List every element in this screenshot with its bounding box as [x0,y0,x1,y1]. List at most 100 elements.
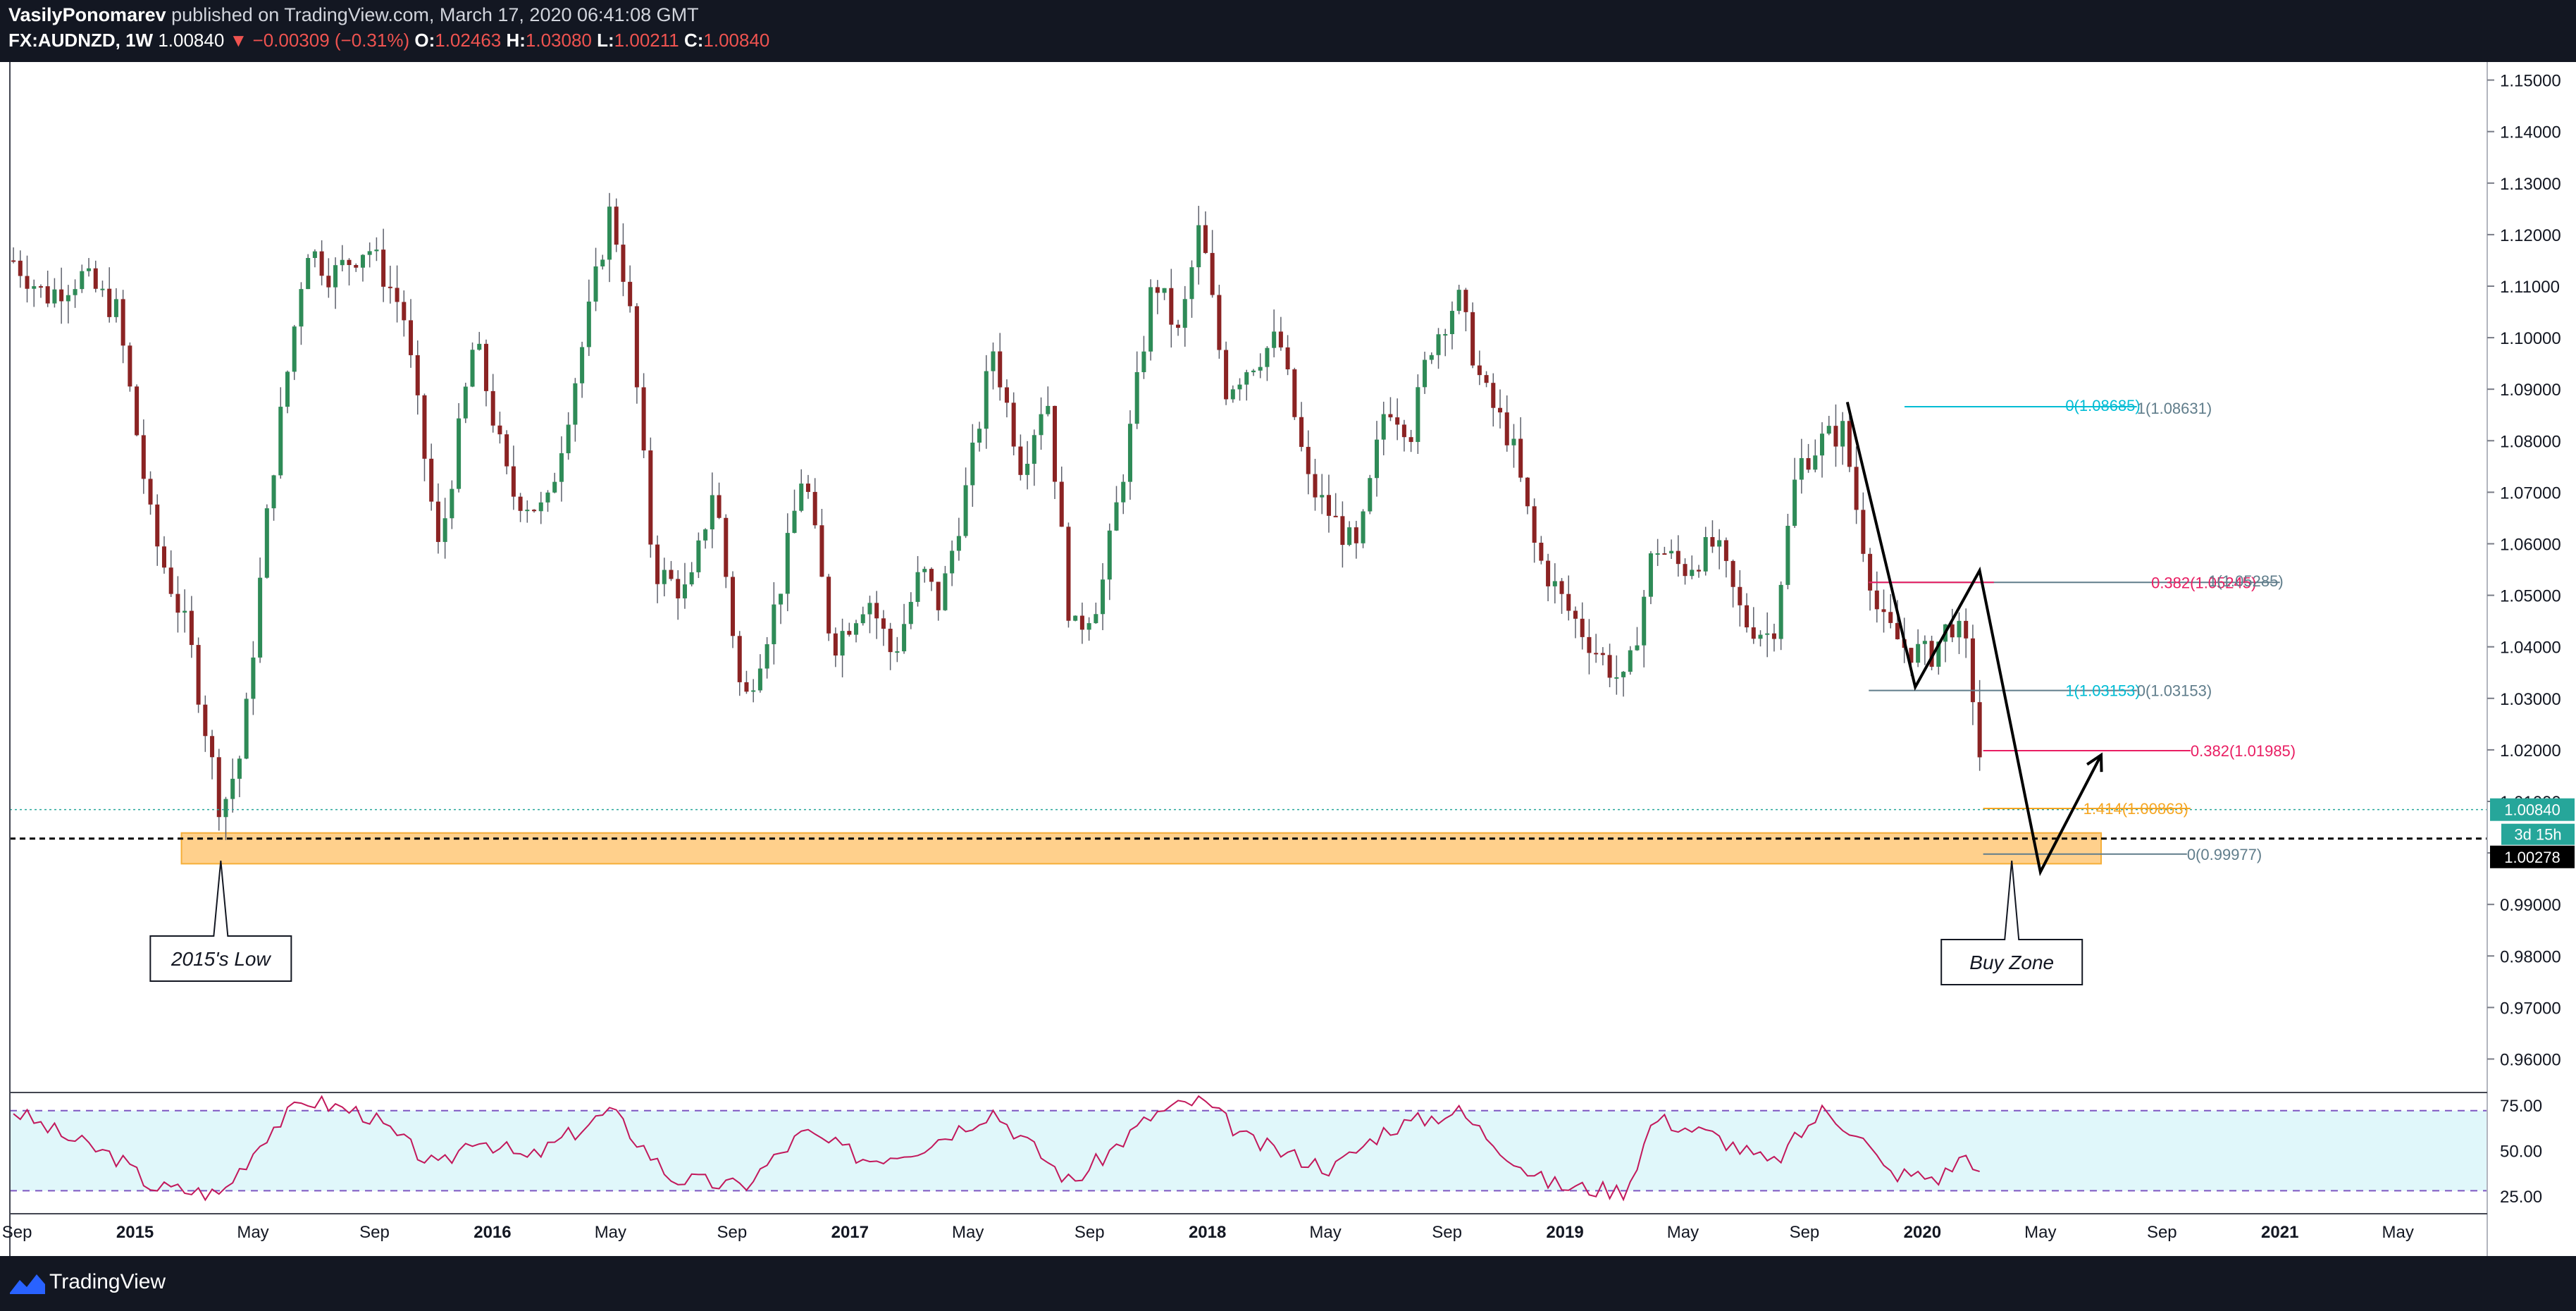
candle-down [1313,474,1318,498]
price-tick-label: 0.99000 [2500,896,2561,915]
candle-down [354,265,359,268]
candle-up [1416,387,1420,443]
candle-up [285,371,290,407]
rsi-line-layer [13,1095,1980,1202]
candle-down [1333,515,1338,517]
candle-down [731,577,736,636]
open-label: O: [414,30,435,51]
candle-down [676,579,681,598]
candle-up [264,508,269,578]
candle-up [840,631,845,656]
candle-up [566,424,571,454]
time-tick-label: Sep [717,1223,748,1242]
candle-down [532,510,537,512]
candle-up [463,386,468,419]
candle-up [1189,267,1194,300]
candle-down [1470,312,1475,366]
candle-up [1086,623,1091,630]
candle-up [764,644,769,669]
candle-down [1738,586,1742,605]
candle-up [1703,537,1708,572]
candle-up [915,572,920,602]
candle-up [1511,438,1516,445]
last-price: 1.00840 [158,30,225,51]
candle-down [518,496,523,511]
candle-up [1320,495,1325,498]
candle-down [1881,609,1886,613]
candle-down [1484,375,1489,383]
candle-down [826,577,831,634]
candle-down [819,525,824,577]
symbol-label: FX:AUDNZD, 1W [8,30,154,51]
projection-arrowhead [2086,752,2103,773]
candle-down [435,501,440,542]
candle-down [1354,527,1358,543]
brand-name[interactable]: TradingView [49,1270,166,1293]
fib-level-label: 0.382(1.05245) [2151,574,2256,592]
rsi-band [10,1110,2487,1191]
candle-up [251,657,256,699]
candle-down [1683,564,1688,577]
candle-up [1032,435,1036,464]
candle-down [641,387,646,451]
candle-up [538,502,543,512]
candle-up [559,453,564,482]
price-tick-label: 1.14000 [2500,123,2561,142]
candle-down [737,636,742,682]
tradingview-logo-icon[interactable] [8,1272,47,1295]
candle-down [812,491,817,526]
callout-box [149,860,292,982]
candle-up [1957,620,1962,638]
candle-down [1285,347,1290,370]
candle-down [1059,481,1064,527]
price-tick-label: 1.04000 [2500,639,2561,658]
price-tick-label: 1.02000 [2500,741,2561,761]
candle-up [1785,526,1790,585]
author-name[interactable]: VasilyPonomarev [8,4,166,25]
candle-down [1566,593,1571,611]
candle-up [573,383,578,425]
candle-down [1018,446,1023,475]
candle-down [1079,615,1084,630]
candle-up [1799,457,1804,480]
candle-up [799,484,804,511]
candle-down [744,682,749,692]
candle-up [1635,645,1640,651]
candle-down [148,479,153,505]
fib-level-label: 0(1.03153) [2137,682,2212,700]
time-tick-label: Sep [2147,1223,2177,1242]
candle-down [648,450,653,545]
rsi-tick-label: 50.00 [2500,1143,2542,1162]
candle-down [1895,622,1900,639]
candle-up [258,577,263,658]
price-tick-label: 1.07000 [2500,484,2561,503]
candle-down [45,286,50,304]
candle-down [1806,457,1811,470]
candle-up [1347,527,1352,546]
candle-down [1203,225,1208,253]
rsi-tick-label: 75.00 [2500,1097,2542,1116]
price-tick-label: 1.12000 [2500,226,2561,245]
candle-down [1580,618,1585,637]
candle-up [785,533,790,594]
high-label: H: [506,30,526,51]
candle-up [1916,644,1921,663]
candle-down [998,351,1003,388]
candle-down [1525,477,1530,507]
price-chart[interactable]: 1.15000 1.14000 1.13000 1.12000 1.11000 1.100… [0,62,2576,1256]
candle-up [792,510,797,534]
price-tick-label: 0.98000 [2500,947,2561,966]
candle-up [662,570,667,584]
candle-down [415,355,420,395]
candle-down [1210,252,1215,295]
candle-up [984,371,989,429]
candle-down [724,517,729,577]
candle-up [1127,424,1132,482]
candle-down [1299,417,1304,448]
candle-up [922,569,927,572]
candle-down [1176,324,1181,328]
candle-up [1265,347,1270,367]
candle-down [881,618,886,629]
candle-up [1778,584,1783,639]
candle-down [388,286,392,288]
